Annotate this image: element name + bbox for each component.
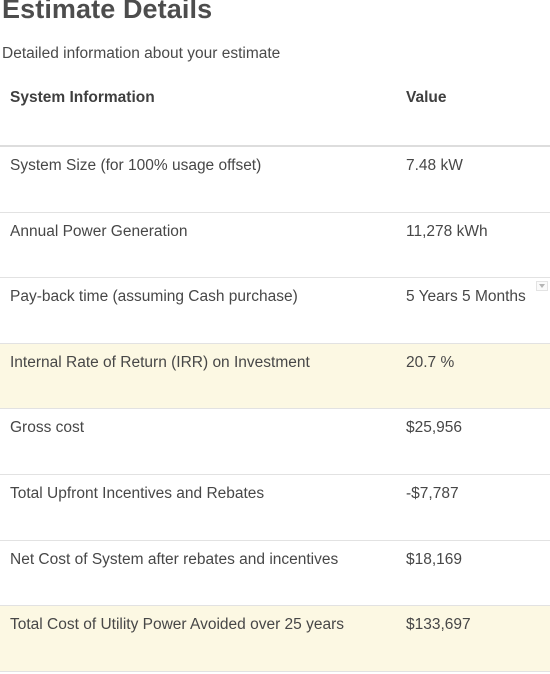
table-row-system-size: System Size (for 100% usage offset) 7.48… [0, 147, 550, 213]
page-subtitle: Detailed information about your estimate [2, 45, 281, 62]
column-header-system-information: System Information [10, 89, 155, 106]
table-row-net-cost: Net Cost of System after rebates and inc… [0, 541, 550, 607]
table-header-row: System Information Value [0, 79, 550, 147]
page-title: Estimate Details [2, 0, 213, 24]
row-value: $133,697 [406, 616, 471, 634]
row-label: Total Upfront Incentives and Rebates [10, 484, 265, 502]
table-row-upfront-incentives: Total Upfront Incentives and Rebates -$7… [0, 475, 550, 541]
table-row-gross-cost: Gross cost $25,956 [0, 409, 550, 475]
row-label: Net Cost of System after rebates and inc… [10, 550, 339, 568]
chevron-down-icon[interactable] [536, 281, 548, 292]
row-label: Annual Power Generation [10, 222, 188, 240]
row-value: $18,169 [406, 550, 463, 568]
row-label: Gross cost [10, 419, 85, 437]
table-row-utility-power-avoided: Total Cost of Utility Power Avoided over… [0, 606, 550, 672]
table-row-annual-power-generation: Annual Power Generation 11,278 kWh [0, 213, 550, 279]
row-label: Pay-back time (assuming Cash purchase) [10, 288, 298, 306]
row-value: 20.7 % [406, 353, 455, 371]
estimate-details-table: System Information Value System Size (fo… [0, 79, 550, 672]
row-label: Internal Rate of Return (IRR) on Investm… [10, 353, 310, 371]
row-value: $25,956 [406, 419, 463, 437]
table-row-payback-time: Pay-back time (assuming Cash purchase) 5… [0, 278, 550, 344]
row-value: 5 Years 5 Months [406, 288, 526, 306]
row-label: System Size (for 100% usage offset) [10, 157, 262, 174]
row-label: Total Cost of Utility Power Avoided over… [10, 616, 344, 634]
row-value: 7.48 kW [406, 157, 463, 174]
table-row-irr: Internal Rate of Return (IRR) on Investm… [0, 343, 550, 410]
row-value: -$7,787 [406, 484, 459, 502]
column-header-value: Value [406, 89, 447, 106]
row-value: 11,278 kWh [406, 222, 488, 240]
